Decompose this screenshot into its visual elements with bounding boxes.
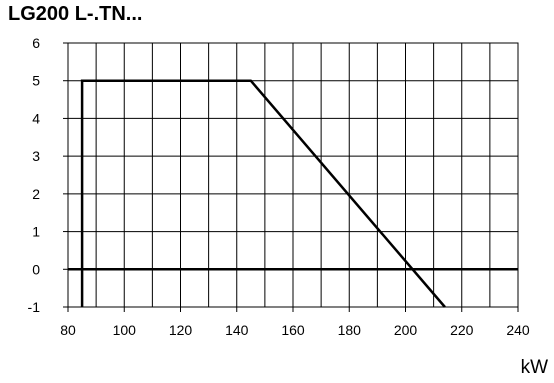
y-tick-label: 3 bbox=[32, 148, 40, 164]
y-tick-label: 2 bbox=[32, 186, 40, 202]
x-tick-label: 200 bbox=[394, 322, 418, 338]
x-tick-label: 80 bbox=[60, 322, 76, 338]
x-tick-label: 160 bbox=[281, 322, 305, 338]
y-tick-label: 5 bbox=[32, 73, 40, 89]
y-tick-label: 4 bbox=[32, 110, 40, 126]
x-tick-label: 140 bbox=[225, 322, 249, 338]
series-line bbox=[80, 79, 446, 308]
x-axis: 80 100 120 140 160 180 200 220 240 bbox=[60, 307, 530, 338]
x-tick-label: 240 bbox=[506, 322, 530, 338]
y-tick-label: 6 bbox=[32, 35, 40, 51]
series-layer bbox=[68, 79, 518, 308]
x-tick-label: 180 bbox=[338, 322, 362, 338]
x-tick-label: 220 bbox=[450, 322, 474, 338]
y-tick-label: 1 bbox=[32, 224, 40, 240]
chart-title: LG200 L-.TN... bbox=[8, 3, 143, 25]
x-tick-label: 120 bbox=[169, 322, 193, 338]
y-tick-label: -1 bbox=[28, 299, 41, 315]
grid bbox=[68, 43, 518, 307]
x-tick-label: 100 bbox=[113, 322, 137, 338]
x-axis-label: kW bbox=[521, 357, 549, 378]
y-axis: -1 0 1 2 3 4 5 6 bbox=[28, 35, 68, 315]
y-tick-label: 0 bbox=[32, 261, 40, 277]
plot-frame bbox=[67, 42, 519, 308]
